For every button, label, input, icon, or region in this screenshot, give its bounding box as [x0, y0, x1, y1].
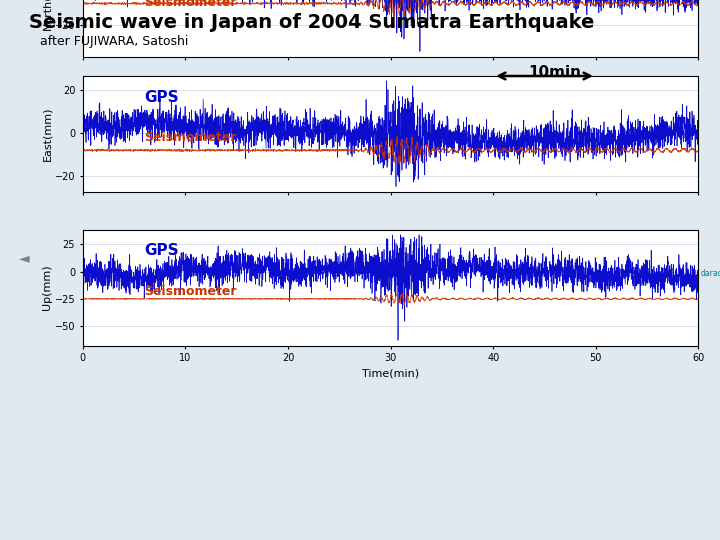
Y-axis label: Up(mm): Up(mm) — [42, 265, 52, 310]
Y-axis label: North(mm): North(mm) — [42, 0, 52, 30]
Text: Seismic wave in Japan of 2004 Sumatra Earthquake: Seismic wave in Japan of 2004 Sumatra Ea… — [29, 14, 594, 32]
X-axis label: Time(min): Time(min) — [362, 369, 419, 379]
Text: daracle: daracle — [701, 269, 720, 278]
Text: Seismometer: Seismometer — [145, 0, 237, 9]
Text: 10min: 10min — [528, 65, 581, 80]
Y-axis label: East(mm): East(mm) — [42, 106, 52, 161]
Text: after FUJIWARA, Satoshi: after FUJIWARA, Satoshi — [40, 35, 188, 48]
Text: GPS: GPS — [145, 90, 179, 105]
Text: GPS: GPS — [145, 244, 179, 259]
Text: Seismometer: Seismometer — [145, 285, 237, 298]
Text: ◄: ◄ — [19, 252, 30, 266]
Text: Seismometer: Seismometer — [145, 131, 237, 144]
